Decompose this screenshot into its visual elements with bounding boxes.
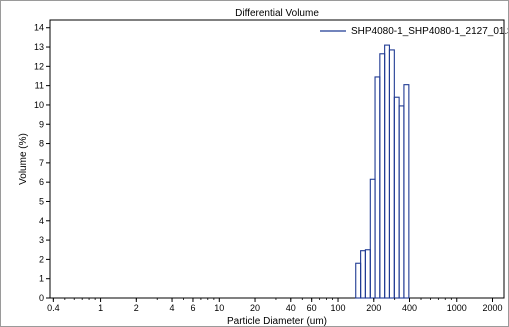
bar	[403, 84, 410, 299]
x-tick-label: 60	[307, 303, 317, 313]
y-tick-label: 0	[39, 293, 44, 303]
x-tick-label: 6	[190, 303, 195, 313]
y-tick-label: 7	[39, 158, 44, 168]
y-tick-label: 12	[34, 61, 44, 71]
y-tick-label: 3	[39, 235, 44, 245]
y-tick-label: 9	[39, 119, 44, 129]
y-tick-label: 1	[39, 274, 44, 284]
y-tick-label: 8	[39, 139, 44, 149]
x-tick-label: 200	[366, 303, 381, 313]
y-tick-label: 2	[39, 254, 44, 264]
x-axis-title: Particle Diameter (um)	[227, 316, 327, 326]
x-tick-label: 1000	[447, 303, 467, 313]
x-tick-label: 20	[250, 303, 260, 313]
legend: SHP4080-1_SHP4080-1_2127_01.$ls	[320, 26, 508, 37]
y-tick-label: 10	[34, 100, 44, 110]
bars-layer	[355, 44, 410, 299]
legend-label: SHP4080-1_SHP4080-1_2127_01.$ls	[351, 26, 508, 37]
x-tick-label: 4	[170, 303, 175, 313]
x-tick-label: 2000	[482, 303, 502, 313]
x-tick-label: 0.4	[47, 303, 60, 313]
x-tick-label: 400	[402, 303, 417, 313]
chart-title: Differential Volume	[235, 8, 319, 19]
y-axis-title: Volume (%)	[18, 133, 29, 185]
y-tick-label: 4	[39, 216, 44, 226]
plot-area	[49, 19, 505, 299]
y-tick-label: 6	[39, 177, 44, 187]
y-tick-label: 5	[39, 196, 44, 206]
x-tick-label: 100	[331, 303, 346, 313]
x-tick-label: 10	[214, 303, 224, 313]
y-tick-label: 11	[35, 81, 44, 91]
x-tick-label: 1	[98, 303, 103, 313]
y-tick-label: 13	[34, 42, 44, 52]
x-axis: 0.4 1 2 4 6 10 20 40 60 100 200 400 1000 2000	[47, 298, 503, 313]
y-tick-label: 14	[34, 23, 44, 33]
x-tick-label: 40	[286, 303, 296, 313]
x-tick-label: 2	[134, 303, 139, 313]
